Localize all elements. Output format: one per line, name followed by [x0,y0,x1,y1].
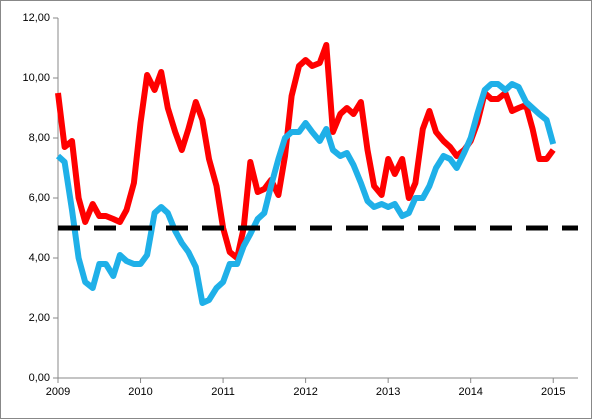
y-tick-label: 4,00 [29,252,50,264]
series-line [55,81,557,306]
x-tick-label: 2015 [541,386,565,398]
x-tick-label: 2012 [293,386,317,398]
y-tick-label: 10,00 [22,72,50,84]
y-tick-label: 12,00 [22,12,50,24]
x-tick-label: 2011 [211,386,235,398]
y-tick-label: 2,00 [29,312,50,324]
y-tick-label: 0,00 [29,372,50,384]
y-tick-label: 6,00 [29,192,50,204]
x-tick-label: 2013 [376,386,400,398]
y-tick-label: 8,00 [29,132,50,144]
x-tick-label: 2009 [46,386,70,398]
x-tick-label: 2014 [458,386,482,398]
x-tick-label: 2010 [128,386,152,398]
